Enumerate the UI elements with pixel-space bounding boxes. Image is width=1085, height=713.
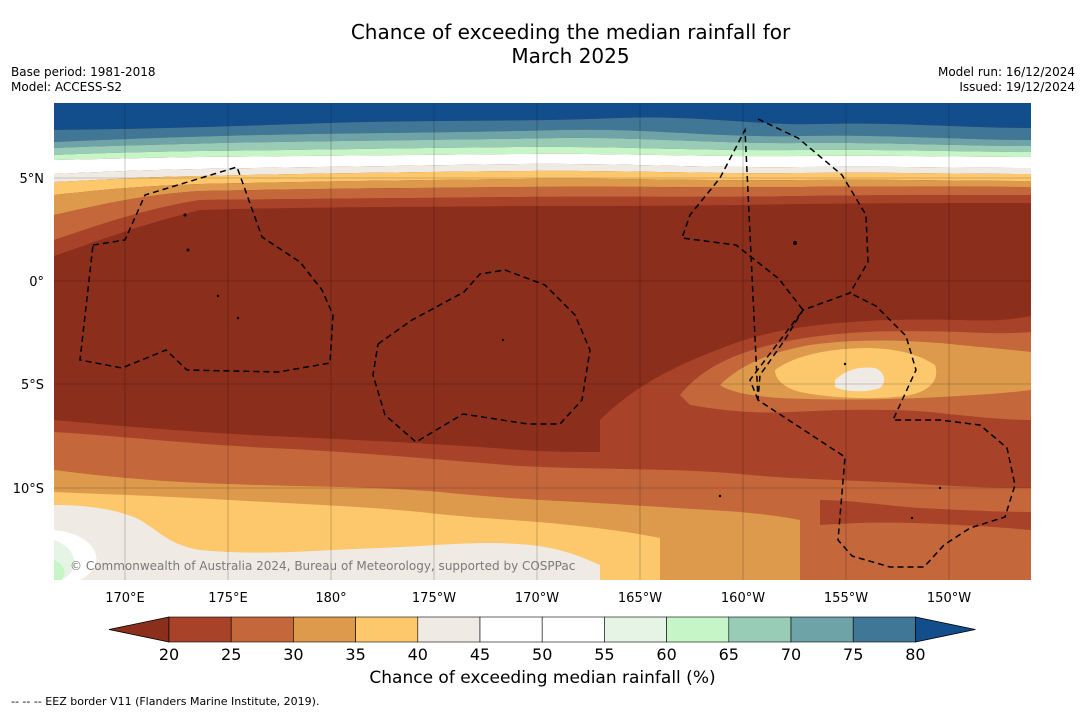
north-band-green [54,137,1031,155]
colorbar-segment [355,616,419,643]
colorbar-tick-label: 20 [159,645,179,664]
colorbar-tick-label: 60 [656,645,676,664]
chart-title: Chance of exceeding the median rainfall … [0,20,1085,68]
southeast-orange [840,516,1031,580]
colorbar-tick-label: 75 [843,645,863,664]
colorbar-segment [293,616,356,643]
north-band-light [54,163,1031,182]
lon-labels: 170°E 175°E 180° 175°W 170°W 165°W 160°W… [105,591,971,606]
island-marker [186,248,190,252]
island-marker [183,213,187,217]
colorbar-segment [541,616,605,643]
colorbar-segment [852,616,916,643]
lon-label: 175°E [208,591,248,606]
island-marker [793,241,797,245]
colorbar-tick-label: 40 [408,645,428,664]
north-band-darkblue [54,103,1031,130]
east-patch-light [835,367,885,392]
colorbar-title: Chance of exceeding median rainfall (%) [369,668,716,688]
colorbar-ticks: 20 25 30 35 40 45 50 55 60 65 70 75 80 [159,645,926,664]
south-band-green [54,560,65,580]
island-marker [236,316,240,320]
eez-footnote: -- -- -- EEZ border V11 (Flanders Marine… [11,695,320,708]
island-marker [843,362,847,366]
north-band-teal [54,117,1031,142]
island-marker [938,486,942,490]
eez-kiribati-line [680,118,1016,568]
north-band-white [54,153,1031,174]
lon-label: 165°W [618,591,662,606]
lon-label: 155°W [824,591,868,606]
island-marker [718,494,722,498]
lat-label: 10°S [13,482,44,497]
colorbar-segment [666,616,730,643]
colorbar [108,616,976,643]
colorbar-segment [728,616,792,643]
lon-label: 160°W [721,591,765,606]
colorbar-segment [479,616,543,643]
colorbar-tick-label: 25 [221,645,241,664]
lat-label: 5°N [20,172,45,187]
north-band-darkorange [54,186,1031,240]
eez-borders [79,118,1016,568]
colorbar-segment [417,616,481,643]
southeast-rust [820,500,1031,530]
north-band-rust [54,195,1031,256]
lat-label: 0° [29,275,44,290]
colorbar-extend-high [915,616,976,643]
lon-label: 180° [315,591,346,606]
model-run: Model run: 16/12/2024 [937,65,1075,79]
north-band-yellow [54,170,1031,195]
colorbar-tick-label: 45 [470,645,490,664]
lon-label: 170°E [105,591,145,606]
gridlines [54,103,1031,580]
lon-label: 150°W [927,591,971,606]
colorbar-segment [168,616,232,643]
island-marker [910,516,914,520]
lat-labels: 5°N 0° 5°S 10°S [13,172,44,497]
lon-label: 175°W [412,591,456,606]
north-band-orange [54,178,1031,215]
colorbar-tick-label: 30 [283,645,303,664]
issued-date: Issued: 19/12/2024 [959,80,1075,94]
colorbar-tick-label: 55 [594,645,614,664]
colorbar-segment [230,616,294,643]
base-period: Base period: 1981-2018 [11,65,156,79]
rainfall-field [54,103,1031,580]
colorbar-tick-label: 80 [905,645,925,664]
north-band-palegreen [54,146,1031,160]
colorbar-extend-low [108,616,170,643]
colorbar-tick-label: 65 [719,645,739,664]
eez-kiribati-phoenix [372,269,591,443]
lon-label: 170°W [515,591,559,606]
model-name: Model: ACCESS-S2 [11,80,123,94]
colorbar-tick-label: 35 [345,645,365,664]
title-line-1: Chance of exceeding the median rainfall … [350,20,791,44]
eez-kiribati-gilbert [79,166,334,373]
colorbar-tick-label: 70 [781,645,801,664]
islands [183,213,942,520]
meta-right: Model run: 16/12/2024 Issued: 19/12/2024 [938,65,1075,95]
north-band-lightteal [54,129,1031,148]
colorbar-segment [790,616,854,643]
island-marker [501,338,505,342]
meta-left: Base period: 1981-2018 Model: ACCESS-S2 [11,65,156,95]
colorbar-segment [604,616,667,643]
colorbar-tick-label: 50 [532,645,552,664]
copyright-notice: © Commonwealth of Australia 2024, Bureau… [70,559,575,573]
title-line-2: March 2025 [511,44,630,68]
island-marker [216,294,220,298]
lat-label: 5°S [21,378,44,393]
south-band-light [54,505,600,580]
